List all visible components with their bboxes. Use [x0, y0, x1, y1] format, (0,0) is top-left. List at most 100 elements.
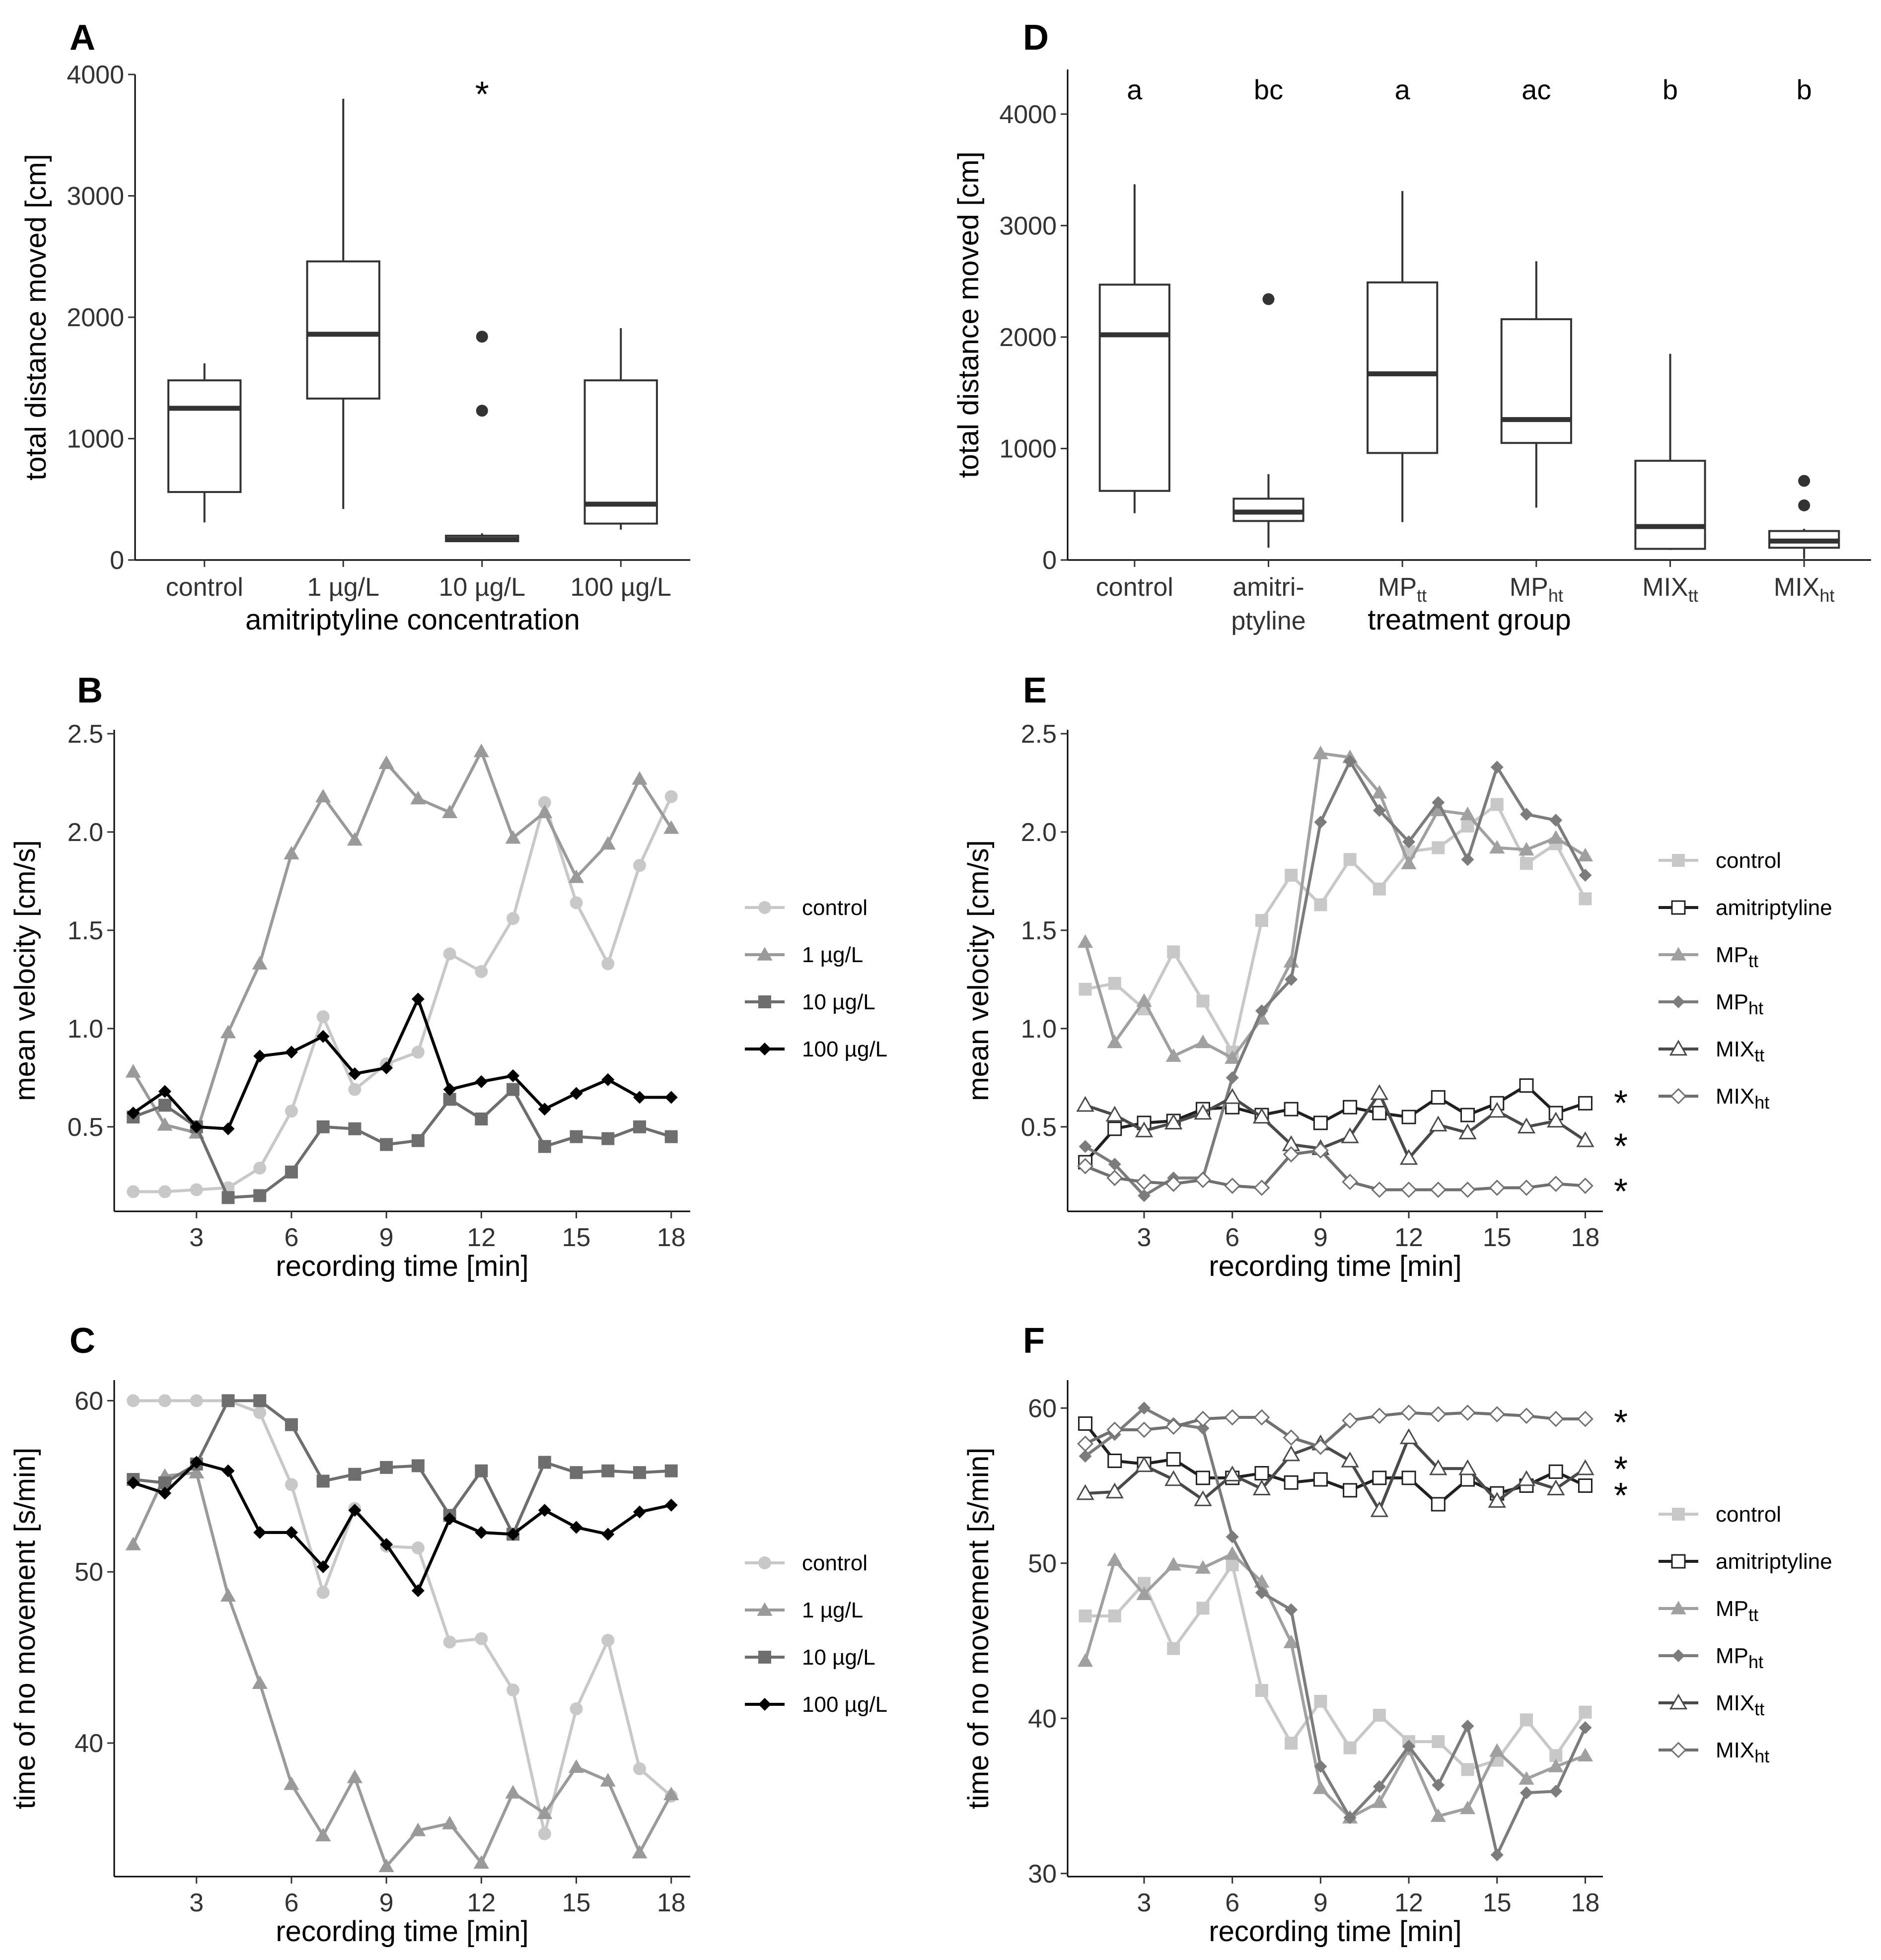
data-point: [125, 1537, 141, 1550]
data-point: [538, 1103, 551, 1116]
data-point: [1548, 1464, 1563, 1479]
data-point: [1252, 1479, 1271, 1495]
data-point: [600, 1773, 616, 1787]
significance-star: *: [1614, 1403, 1628, 1443]
data-point: [570, 1521, 583, 1534]
data-point: [221, 1191, 235, 1204]
series: [1077, 1142, 1593, 1198]
data-point: [285, 1418, 298, 1431]
y-axis-label: total distance moved [cm]: [20, 154, 52, 481]
legend-label: 10 µg/L: [802, 1645, 875, 1670]
data-point: [505, 830, 521, 844]
data-point: [1108, 977, 1121, 990]
data-point: [1077, 1158, 1093, 1175]
x-tick-label: 6: [284, 1889, 298, 1917]
series: [127, 1083, 678, 1204]
data-point: [1430, 1182, 1447, 1198]
data-point: [253, 1189, 267, 1202]
data-point: [1519, 1078, 1534, 1093]
data-point: [1489, 1743, 1505, 1757]
data-point: [1285, 973, 1298, 986]
data-point: [220, 1025, 236, 1039]
x-axis-label: recording time [min]: [1209, 1915, 1461, 1948]
series: [127, 1456, 678, 1598]
data-point: [1549, 1785, 1563, 1798]
data-point: [1520, 1786, 1533, 1800]
data-point: [1314, 898, 1327, 911]
data-point: [1166, 1452, 1181, 1467]
data-point: [411, 1134, 425, 1147]
data-point: [1372, 1794, 1387, 1808]
data-point: [411, 992, 425, 1006]
panel-D: D 0 1000 2000 3000 4000 total distance moved […: [952, 18, 1871, 636]
data-point: [1343, 1483, 1358, 1498]
data-point: [348, 1504, 362, 1517]
data-point: [252, 1675, 268, 1689]
data-point: [633, 1120, 647, 1133]
data-point: [632, 1845, 648, 1859]
y-tick-label: 60: [1028, 1394, 1057, 1423]
x-tick-label: 15: [1483, 1223, 1512, 1252]
x-tick-label: 3: [1137, 1223, 1152, 1252]
data-point: [1079, 1450, 1092, 1463]
data-point: [664, 1091, 678, 1104]
data-point: [1399, 1149, 1418, 1165]
x-tick-label: MPtt: [1378, 573, 1427, 606]
x-tick-label: amitri-: [1232, 573, 1304, 602]
data-point: [1430, 1808, 1446, 1822]
series: [1077, 1404, 1593, 1455]
box: [1500, 318, 1572, 444]
data-point: [475, 965, 488, 978]
data-point: [506, 1083, 520, 1096]
x-axis-label: treatment group: [1368, 604, 1571, 636]
data-point: [158, 1085, 171, 1098]
data-point: [1225, 1050, 1240, 1064]
x-tick-label: 9: [1313, 1223, 1328, 1252]
x-tick-label: control: [1096, 573, 1173, 602]
data-point: [1255, 1684, 1268, 1697]
data-point: [1461, 1719, 1474, 1733]
data-point: [664, 1464, 678, 1477]
data-point: [1431, 1497, 1446, 1512]
data-point: [348, 1468, 362, 1481]
data-point: [253, 1406, 267, 1419]
data-point: [285, 1526, 298, 1539]
data-point: [1341, 1127, 1359, 1143]
y-tick-label: 1.5: [68, 916, 103, 945]
data-point: [221, 1122, 235, 1135]
series-line: [132, 748, 673, 1135]
panel-F: F 30 40 50 60 3 6 9 12 15 18 recording time [min] ti…: [962, 1321, 1832, 1948]
data-point: [1314, 1694, 1327, 1708]
data-point: [190, 1456, 203, 1469]
data-point: [1253, 1409, 1270, 1426]
data-point: [158, 1099, 171, 1112]
data-point: [475, 1075, 488, 1088]
data-point: [1401, 1110, 1416, 1124]
legend-label: control: [802, 1551, 868, 1575]
data-point: [127, 1185, 140, 1198]
data-point: [1196, 1421, 1210, 1435]
y-tick-label: 50: [74, 1558, 103, 1587]
legend-item: control: [745, 1551, 868, 1575]
data-point: [1547, 1479, 1565, 1495]
data-point: [570, 896, 583, 910]
panel-label: A: [70, 18, 95, 58]
data-point: [221, 1464, 235, 1477]
data-point: [347, 832, 362, 846]
data-point: [158, 1185, 171, 1198]
data-point: [1313, 1472, 1328, 1487]
data-point: [1223, 1088, 1241, 1104]
data-point: [348, 1122, 362, 1135]
data-point: [1226, 1071, 1239, 1084]
data-point: [1254, 1466, 1269, 1480]
legend-item: MPtt: [1659, 1597, 1758, 1625]
data-point: [1312, 745, 1328, 760]
data-point: [1547, 1112, 1565, 1128]
data-point: [1195, 1410, 1211, 1427]
data-point: [1670, 947, 1686, 961]
data-point: [442, 1816, 458, 1829]
data-point: [380, 1061, 393, 1074]
data-point: [506, 1528, 520, 1541]
y-tick-label: 4000: [67, 61, 124, 89]
data-point: [473, 743, 489, 758]
